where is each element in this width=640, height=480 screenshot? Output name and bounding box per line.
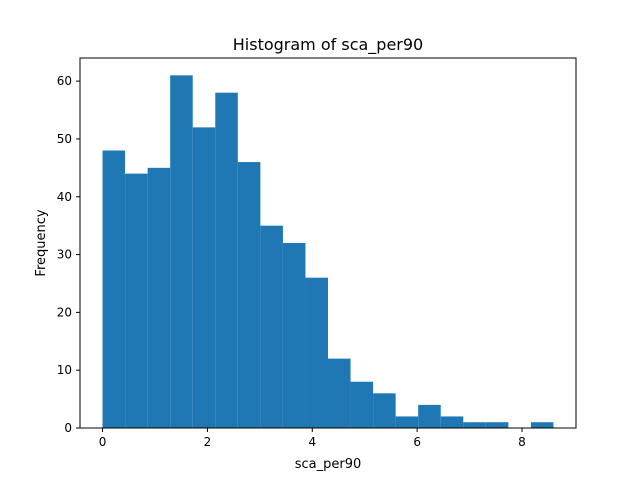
histogram-bar [328,358,351,429]
y-tick-label: 10 [57,363,72,377]
y-axis-label: Frequency [34,209,49,276]
histogram-bar [373,393,396,428]
histogram-bar [305,277,328,428]
y-tick-label: 30 [57,248,72,262]
y-axis-ticks: 0 10 20 30 40 50 60 [57,74,80,435]
y-tick-label: 50 [57,132,72,146]
histogram-bar [530,422,554,428]
bars-group [102,75,554,429]
histogram-bar [260,225,283,428]
x-axis-label: sca_per90 [295,457,362,472]
x-tick-label: 0 [99,435,107,449]
y-tick-label: 20 [57,305,72,319]
histogram-bar [282,243,306,428]
histogram-bar [418,404,441,429]
histogram-bar [237,162,261,428]
histogram-bar [485,422,509,428]
histogram-bar [125,173,148,429]
histogram-bar [170,75,193,428]
x-tick-label: 2 [204,435,212,449]
histogram-bar [350,381,374,428]
plot-area-frame [79,57,577,429]
y-tick-label: 60 [57,74,72,88]
y-tick-label: 0 [64,421,72,435]
histogram-bar [215,92,238,428]
x-tick-label: 6 [413,435,421,449]
histogram-bar [463,422,486,428]
x-tick-label: 4 [308,435,316,449]
histogram-bar [102,150,126,428]
x-axis-ticks: 0 2 4 6 8 [99,428,526,449]
histogram-bar [192,127,216,429]
y-tick-label: 40 [57,190,72,204]
x-tick-label: 8 [518,435,526,449]
chart-title: Histogram of sca_per90 [233,35,423,55]
histogram-bar [440,416,464,428]
histogram-bar [147,167,171,428]
histogram-bar [395,416,419,428]
